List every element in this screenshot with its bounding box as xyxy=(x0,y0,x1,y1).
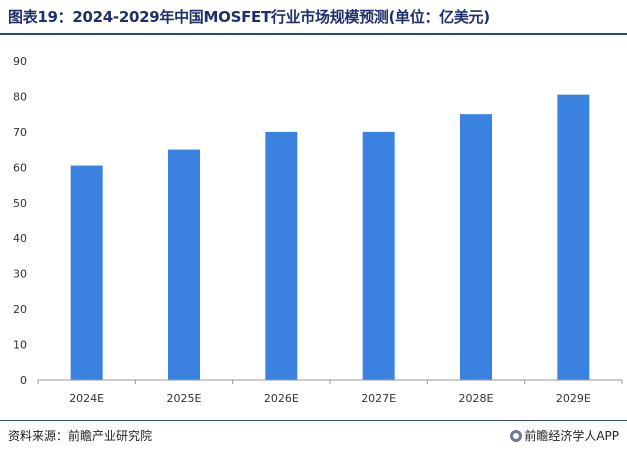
bar-2025e xyxy=(168,149,200,380)
y-axis: 0 10 20 30 40 50 60 70 80 90 xyxy=(13,55,27,387)
y-tick-label: 70 xyxy=(13,126,27,139)
qianzhan-logo-icon xyxy=(510,429,523,442)
bar-2028e xyxy=(460,114,492,381)
x-tick-label: 2028E xyxy=(459,392,494,405)
y-tick-label: 50 xyxy=(13,197,27,210)
x-tick-label: 2029E xyxy=(556,392,591,405)
y-tick-label: 80 xyxy=(13,90,27,103)
source-note: 资料来源：前瞻产业研究院 xyxy=(8,429,153,443)
bar-2026e xyxy=(265,131,298,380)
x-tick-label: 2024E xyxy=(69,392,104,405)
y-tick-label: 40 xyxy=(13,232,27,245)
y-tick-label: 30 xyxy=(13,268,27,281)
bar-2027e xyxy=(362,131,395,380)
x-tick-label: 2027E xyxy=(361,392,396,405)
x-tick-label: 2026E xyxy=(264,392,299,405)
footer-divider xyxy=(0,420,627,421)
y-tick-label: 90 xyxy=(13,55,27,68)
chart-title: 图表19：2024-2029年中国MOSFET行业市场规模预测(单位：亿美元) xyxy=(8,8,490,26)
title-divider xyxy=(0,33,627,35)
bar-2029e xyxy=(557,94,590,380)
bars xyxy=(70,94,590,381)
credit-label: 前瞻经济学人APP xyxy=(510,427,619,444)
y-tick-label: 0 xyxy=(20,374,27,387)
y-tick-label: 20 xyxy=(13,303,27,316)
x-axis: 2024E 2025E 2026E 2027E 2028E 2029E xyxy=(37,380,623,405)
y-tick-label: 60 xyxy=(13,161,27,174)
credit-text: 前瞻经济学人APP xyxy=(524,429,619,443)
bar-chart: 0 10 20 30 40 50 60 70 80 90 2024E 2025E 2026E 2027E… xyxy=(13,55,623,405)
bar-2024e xyxy=(70,165,103,380)
y-tick-label: 10 xyxy=(13,339,27,352)
x-tick-label: 2025E xyxy=(167,392,202,405)
